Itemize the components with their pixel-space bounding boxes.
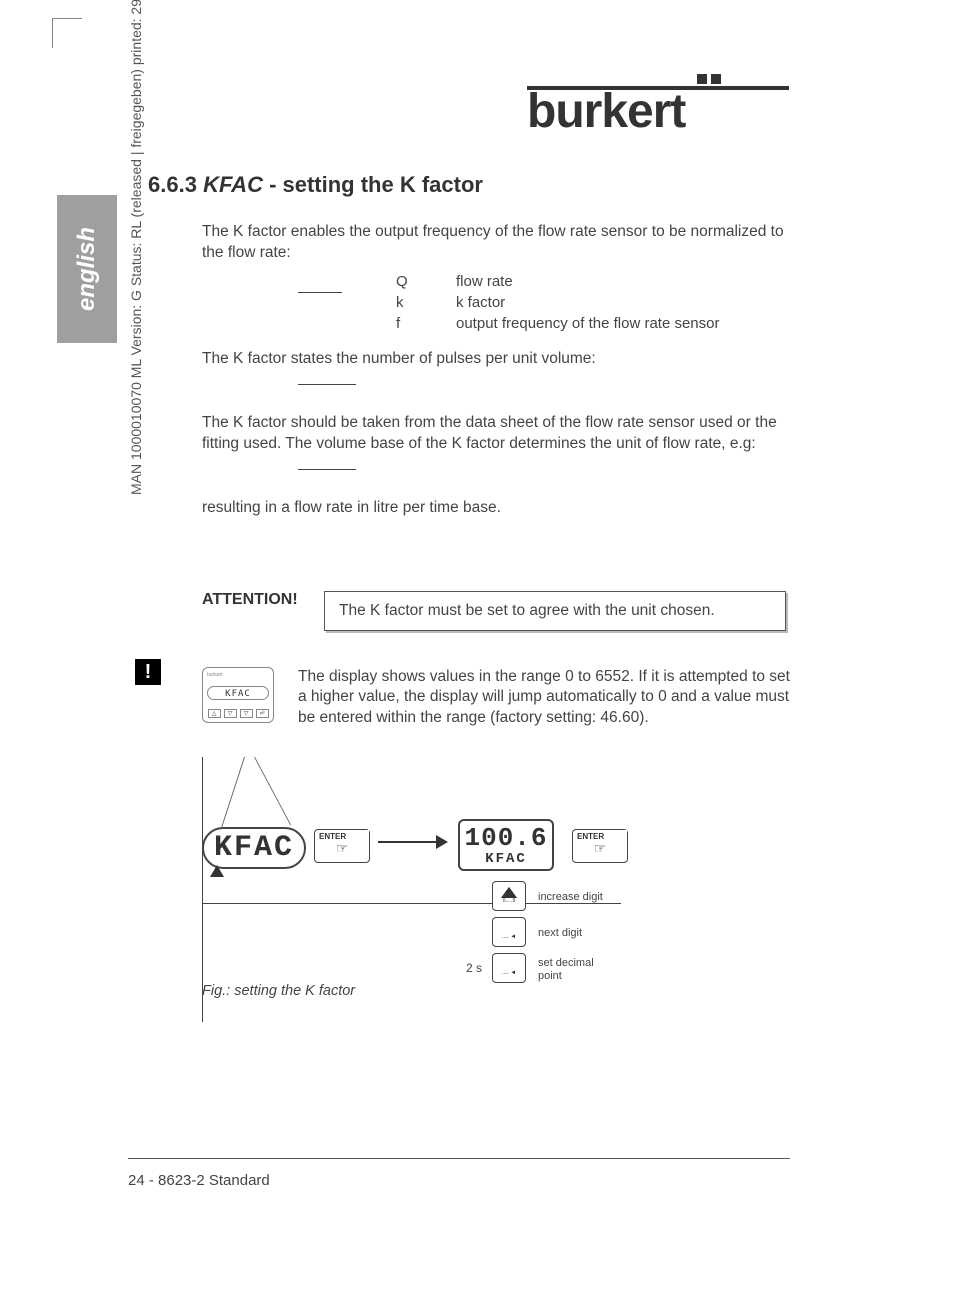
diagram-value-sub: KFAC	[460, 851, 552, 867]
section-title: - setting the K factor	[263, 172, 483, 197]
figure-caption: Fig.: setting the K factor	[202, 983, 790, 999]
display-description: The display shows values in the range 0 …	[298, 667, 790, 730]
diagram-value: 100.6	[460, 825, 552, 851]
setting-diagram: KFAC ENTER ☞ 100.6 KFAC ENTER ☞ 0.....9	[202, 757, 790, 967]
section-number: 6.6.3	[148, 172, 197, 197]
device-illustration: burkert KFAC △▽▽⏎	[202, 667, 274, 723]
var-symbol: f	[396, 314, 454, 333]
section-keyword: KFAC	[203, 172, 263, 197]
arrow-right-icon	[378, 841, 446, 843]
device-lcd: KFAC	[207, 686, 269, 700]
crop-mark	[52, 18, 82, 48]
paragraph-4: resulting in a flow rate in litre per ti…	[202, 498, 790, 519]
language-tab-label: english	[73, 227, 101, 311]
hold-duration-label: 2 s	[466, 961, 482, 975]
paragraph-2: The K factor states the number of pulses…	[202, 349, 790, 370]
loop-line	[202, 757, 203, 903]
enter-button-icon: ENTER ☞	[572, 829, 628, 863]
attention-box: The K factor must be set to agree with t…	[324, 591, 786, 631]
footer-rule	[128, 1158, 790, 1160]
language-tab: english	[57, 195, 117, 343]
var-desc: flow rate	[456, 272, 720, 291]
paragraph-3: The K factor should be taken from the da…	[202, 413, 790, 455]
down-button-hold-icon: .... ◄	[492, 953, 526, 983]
loop-line	[202, 904, 203, 1022]
section-heading: 6.6.3 KFAC - setting the K factor	[148, 172, 790, 198]
equation-placeholder-3	[298, 469, 356, 470]
diagram-kfac-display: KFAC	[202, 827, 306, 869]
up-button-label: increase digit	[538, 891, 603, 904]
down-button-label: next digit	[538, 927, 582, 940]
equation-placeholder-1	[298, 292, 342, 293]
up-button-icon: 0.....9	[492, 881, 526, 911]
brand-logo: burkert	[527, 86, 789, 133]
var-desc: k factor	[456, 293, 720, 312]
brand-logo-text: burkert	[527, 92, 789, 133]
loop-arrowhead-icon	[210, 865, 224, 877]
decimal-button-label: set decimal point	[538, 957, 618, 983]
var-desc: output frequency of the flow rate sensor	[456, 314, 720, 333]
equation-placeholder-2	[298, 384, 356, 385]
attention-label: ATTENTION!	[202, 591, 324, 609]
var-symbol: Q	[396, 272, 454, 291]
enter-button-icon: ENTER ☞	[314, 829, 370, 863]
down-button-icon: .... ◄	[492, 917, 526, 947]
diagram-value-display: 100.6 KFAC	[458, 819, 554, 871]
var-symbol: k	[396, 293, 454, 312]
document-meta: MAN 1000010070 ML Version: G Status: RL …	[128, 0, 144, 495]
footer-text: 24 - 8623-2 Standard	[128, 1172, 270, 1189]
paragraph-1: The K factor enables the output frequenc…	[202, 222, 790, 264]
variable-table: Qflow rate kk factor foutput frequency o…	[394, 270, 722, 335]
